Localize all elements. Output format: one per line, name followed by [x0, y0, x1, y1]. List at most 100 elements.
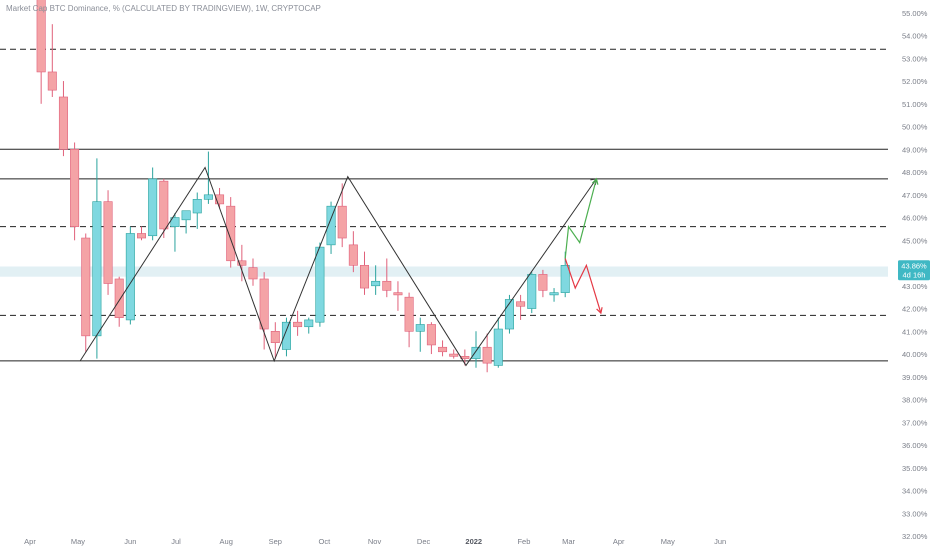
- y-tick-label: 54.00%: [902, 32, 928, 41]
- candle-body: [393, 292, 403, 296]
- y-tick-label: 43.00%: [902, 282, 928, 291]
- y-tick-label: 39.00%: [902, 373, 928, 382]
- y-tick-label: 32.00%: [902, 532, 928, 541]
- x-tick-label: 2022: [465, 537, 482, 546]
- candle-body: [114, 278, 124, 318]
- y-tick-label: 41.00%: [902, 327, 928, 336]
- candle-body: [70, 149, 80, 227]
- price-label: 43.86%4d 16h: [898, 260, 930, 281]
- candle-body: [192, 199, 202, 214]
- candle-body: [337, 205, 347, 239]
- candle-body: [438, 346, 448, 353]
- x-tick-label: Mar: [562, 537, 575, 546]
- candle-body: [504, 299, 514, 330]
- y-tick-label: 38.00%: [902, 396, 928, 405]
- y-tick-label: 52.00%: [902, 77, 928, 86]
- projection-up-path: [564, 178, 598, 259]
- candle-body: [58, 96, 68, 150]
- projection-up-path-arrowhead: [591, 177, 599, 185]
- candle-body: [304, 319, 314, 328]
- y-tick-label: 51.00%: [902, 100, 928, 109]
- x-tick-label: Oct: [319, 537, 332, 546]
- price-label-countdown: 4d 16h: [903, 271, 926, 280]
- x-tick-label: Sep: [269, 537, 282, 546]
- x-tick-label: Feb: [517, 537, 530, 546]
- x-tick-label: Jun: [714, 537, 726, 546]
- y-tick-label: 49.00%: [902, 145, 928, 154]
- candle-body: [103, 201, 113, 284]
- y-tick-label: 48.00%: [902, 168, 928, 177]
- candle-body: [560, 265, 570, 293]
- projection-down-path-arrowhead: [596, 307, 603, 315]
- candle-body: [516, 301, 526, 307]
- y-tick-label: 34.00%: [902, 487, 928, 496]
- candlesticks: [36, 0, 570, 373]
- projection-down-path: [564, 258, 602, 314]
- y-tick-label: 50.00%: [902, 123, 928, 132]
- price-label-box: [898, 260, 930, 281]
- pattern-line: [79, 166, 597, 367]
- candle-body: [125, 233, 135, 321]
- y-tick-label: 36.00%: [902, 441, 928, 450]
- candle-body: [281, 321, 291, 350]
- candle-body: [359, 265, 369, 289]
- price-label-value: 43.86%: [901, 262, 927, 271]
- y-tick-label: 45.00%: [902, 236, 928, 245]
- y-tick-label: 35.00%: [902, 464, 928, 473]
- x-tick-label: Dec: [417, 537, 431, 546]
- candle-body: [148, 178, 158, 237]
- candle-body: [326, 205, 336, 246]
- candle-body: [237, 260, 247, 266]
- candle-body: [203, 194, 213, 200]
- candle-body: [215, 194, 225, 205]
- candle-body: [159, 180, 169, 230]
- y-tick-label: 42.00%: [902, 305, 928, 314]
- candle-body: [270, 330, 280, 343]
- candle-body: [415, 324, 425, 332]
- candle-body: [493, 328, 503, 366]
- candle-body: [404, 296, 414, 332]
- candle-body: [47, 71, 57, 91]
- x-tick-label: May: [661, 537, 675, 546]
- x-tick-label: Apr: [613, 537, 625, 546]
- candle-body: [170, 217, 180, 227]
- x-tick-label: Jul: [171, 537, 181, 546]
- candle-body: [81, 237, 91, 337]
- candle-body: [371, 280, 381, 287]
- y-tick-label: 37.00%: [902, 418, 928, 427]
- candle-body: [92, 201, 102, 337]
- candle-body: [348, 244, 358, 266]
- y-tick-label: 53.00%: [902, 54, 928, 63]
- candle-body: [482, 346, 492, 364]
- horizontal-levels: [0, 48, 888, 362]
- highlight-band: [0, 266, 888, 277]
- chart-title: Market Cap BTC Dominance, % (CALCULATED …: [6, 4, 321, 13]
- candle-body: [226, 205, 236, 262]
- price-band: [0, 266, 888, 277]
- x-tick-label: Nov: [368, 537, 382, 546]
- x-tick-label: Jun: [124, 537, 136, 546]
- candle-body: [549, 292, 559, 296]
- y-axis: 55.00% 54.00% 53.00% 52.00% 51.00% 50.00% 49.0…: [902, 9, 928, 541]
- candle-body: [382, 280, 392, 291]
- x-tick-label: Aug: [220, 537, 233, 546]
- candle-body: [259, 278, 269, 330]
- candle-body: [471, 346, 481, 359]
- candle-body: [527, 274, 537, 309]
- candle-body: [426, 324, 436, 346]
- y-tick-label: 33.00%: [902, 509, 928, 518]
- candle-body: [36, 0, 46, 73]
- projections: [564, 177, 603, 315]
- candle-body: [137, 233, 147, 239]
- y-tick-label: 47.00%: [902, 191, 928, 200]
- x-tick-label: May: [71, 537, 85, 546]
- candle-body: [449, 353, 459, 357]
- candle-body: [538, 274, 548, 291]
- candle-body: [315, 246, 325, 323]
- y-tick-label: 40.00%: [902, 350, 928, 359]
- x-tick-label: Apr: [24, 537, 36, 546]
- candle-body: [181, 210, 191, 221]
- candle-body: [248, 267, 258, 280]
- candle-body: [293, 321, 303, 328]
